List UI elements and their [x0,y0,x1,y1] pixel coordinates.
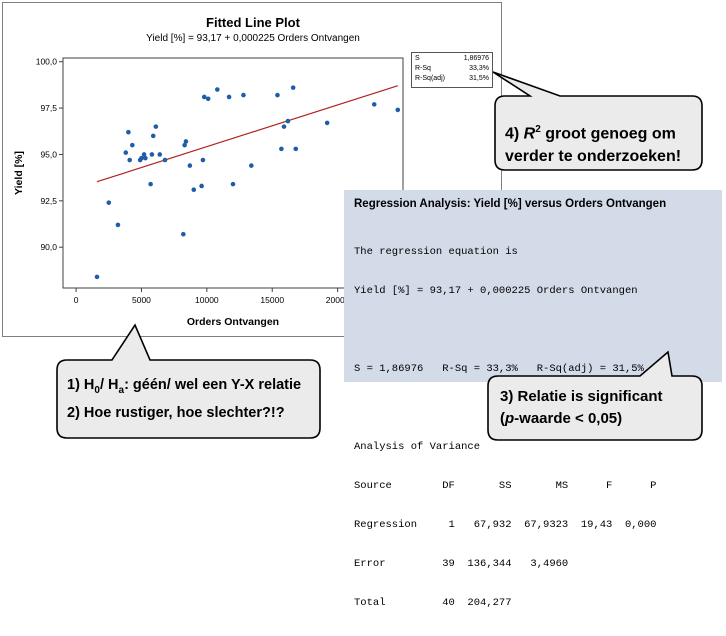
x-tick-label: 20000 [326,295,350,305]
stat-value: 33,3% [469,65,489,72]
regression-line: Regression 1 67,932 67,9323 19,43 0,000 [354,519,657,531]
data-point [106,200,112,205]
y-axis-label: Yield [%] [13,151,25,195]
x-axis-label: Orders Ontvangen [187,316,279,328]
y-tick-label: 92,5 [40,196,57,206]
fit-line [96,85,398,183]
x-tick-label: 0 [74,295,79,305]
data-point [275,92,280,98]
y-tick-label: 100,0 [36,57,58,67]
callout-rsq-line1: 4) R2 groot genoeg om [505,118,697,145]
stats-box: S 1,86976 R-Sq 33,3% R-Sq(adj) 31,5% [411,52,493,88]
callout-text: 1) H [67,377,95,393]
data-point [153,124,159,129]
data-point [395,107,401,113]
callout-rsq-line2: verder te onderzoeken! [505,148,682,166]
data-point [149,152,155,157]
callout-hypothesis-line2: 2) Hoe rustiger, hoe slechter?!? [67,404,285,421]
data-point [182,142,187,148]
callout-hypothesis: 1) H0/ Ha: géén/ wel een Y-X relatie 2) … [67,374,317,424]
data-point [181,231,186,237]
data-point [281,124,287,129]
callout-significance: 3) Relatie is significant (p-waarde < 0,… [500,386,700,430]
data-point [249,163,254,168]
regression-line: Total 40 204,277 [354,597,512,609]
callout-hypothesis-line1: 1) H0/ Ha: géén/ wel een Y-X relatie [67,374,317,402]
data-point [279,146,284,152]
callout-text: p [505,410,515,427]
regression-line: Yield [%] = 93,17 + 0,000225 Orders Ontv… [354,285,638,297]
data-point [324,120,330,126]
data-point [290,85,296,90]
y-axis: 90,0 92,5 95,0 97,5 100,0 [36,57,63,252]
data-point [191,187,197,192]
stat-value: 31,5% [469,75,489,82]
scatter-chart: Fitted Line Plot Yield [%] = 93,17 + 0,0… [13,15,404,328]
x-tick-label: 15000 [260,295,284,305]
x-tick-label: 10000 [195,295,219,305]
data-point [126,129,131,135]
data-point [115,222,121,228]
regression-title: Regression Analysis: Yield [%] versus Or… [354,198,667,210]
data-point [201,94,207,100]
data-point [157,152,163,157]
stats-row-s: S 1,86976 [415,54,489,64]
data-point [215,87,220,92]
stats-row-rsq: R-Sq 33,3% [415,64,489,74]
regression-output-panel: Regression Analysis: Yield [%] versus Or… [344,190,722,609]
data-point [183,139,189,144]
y-tick-label: 90,0 [40,242,57,252]
data-point [187,163,193,168]
data-point [148,181,153,187]
callout-significance-line1: 3) Relatie is significant [500,388,663,405]
data-points [94,85,401,280]
data-point [200,157,206,163]
data-point [241,92,246,98]
y-tick-label: 97,5 [40,103,57,113]
callout-text: 4) [505,125,524,143]
data-point [143,155,148,161]
callout-text: / H [99,377,119,393]
data-point [371,102,377,107]
data-point [293,146,299,152]
data-point [123,150,129,155]
stats-row-rsq-adj: R-Sq(adj) 31,5% [415,74,489,84]
callout-rsq: 4) R2 groot genoeg om verder te onderzoe… [505,118,697,168]
x-axis: 0 5000 10000 15000 20000 [74,288,350,305]
callout-text: groot genoeg om [540,125,676,143]
callout-text: R [523,125,536,143]
data-point [226,94,232,100]
stat-value: 1,86976 [463,55,489,62]
callout-significance-line2: (p-waarde < 0,05) [500,408,700,430]
callout-text: -waarde < 0,05) [514,410,623,427]
data-point [94,274,100,280]
data-point [150,133,156,139]
data-point [285,118,291,124]
data-point [205,96,211,102]
data-point [162,157,168,163]
regression-line: Error 39 136,344 3,4960 [354,558,569,570]
chart-title: Fitted Line Plot [206,15,301,30]
regression-line: S = 1,86976 R-Sq = 33,3% R-Sq(adj) = 31,… [354,363,644,375]
regression-line: The regression equation is [354,246,518,258]
stat-label: R-Sq(adj) [415,75,445,82]
chart-subtitle: Yield [%] = 93,17 + 0,000225 Orders Ontv… [146,33,360,44]
stat-label: R-Sq [415,65,431,72]
regression-line: Source DF SS MS F P [354,480,657,492]
plot-area [62,57,404,289]
data-point [199,183,204,189]
x-tick-label: 5000 [132,295,151,305]
data-point [230,181,236,187]
data-point [130,142,135,148]
data-point [127,157,132,163]
data-point [141,152,147,157]
regression-line: Analysis of Variance [354,441,481,453]
stat-label: S [415,55,420,62]
data-point [139,155,144,161]
regression-line [354,324,712,337]
callout-text: : géén/ wel een Y-X relatie [124,377,302,393]
y-tick-label: 95,0 [40,149,57,159]
